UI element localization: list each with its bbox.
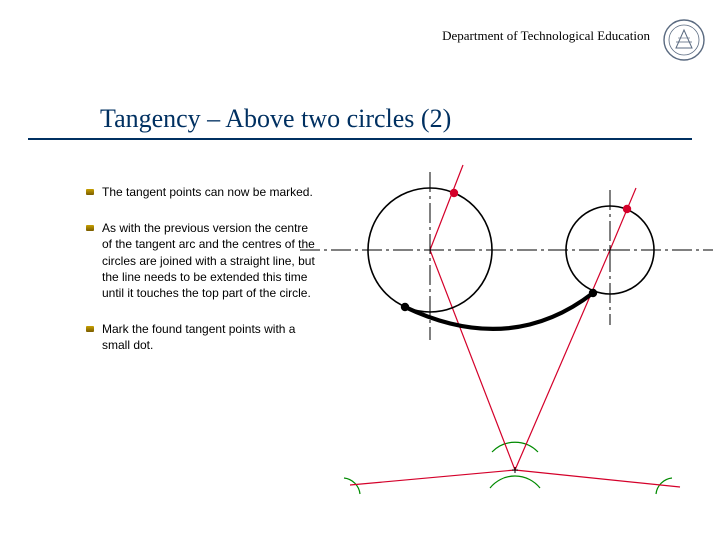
tangent-point-dot bbox=[401, 303, 409, 311]
construction-tick-arc bbox=[344, 478, 360, 494]
slide-title: Tangency – Above two circles (2) bbox=[100, 104, 451, 134]
tangent-point-dot bbox=[589, 289, 597, 297]
list-item: The tangent points can now be marked. bbox=[102, 184, 317, 200]
title-underline bbox=[28, 138, 692, 140]
tangent-arc bbox=[405, 293, 593, 329]
department-header: Department of Technological Education bbox=[442, 28, 650, 44]
list-item: Mark the found tangent points with a sma… bbox=[102, 321, 317, 353]
construction-arc bbox=[490, 476, 540, 488]
centre-cross bbox=[427, 247, 613, 473]
construction-arc bbox=[492, 442, 538, 452]
tangency-diagram bbox=[300, 150, 720, 510]
top-tangent-marker bbox=[450, 189, 458, 197]
list-item: As with the previous version the centre … bbox=[102, 220, 317, 301]
top-tangent-marker bbox=[623, 205, 631, 213]
school-crest-logo bbox=[662, 18, 706, 62]
bullet-list: The tangent points can now be marked. As… bbox=[62, 184, 317, 374]
